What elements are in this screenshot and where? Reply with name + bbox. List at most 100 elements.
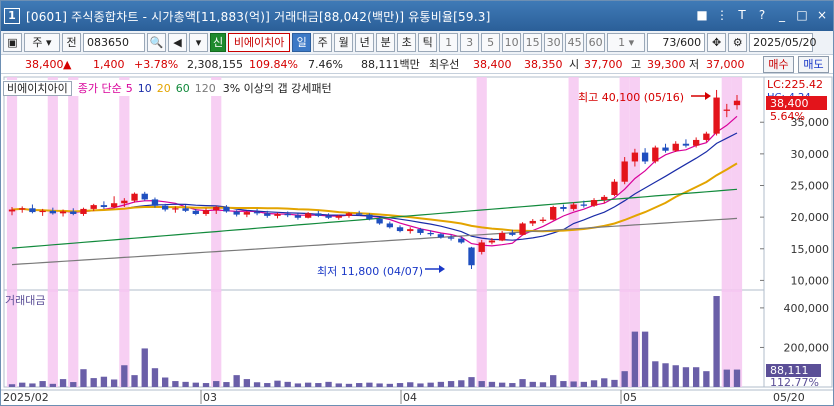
candle-body — [723, 109, 730, 111]
volume-bar — [723, 369, 730, 387]
minimize-icon[interactable]: _ — [779, 8, 785, 22]
trade-amount: 88,111백만 — [361, 58, 420, 71]
count-field[interactable]: 73/600 — [647, 33, 706, 52]
minute-option-15[interactable]: 15 — [523, 33, 543, 52]
interval-week[interactable]: 주 — [313, 33, 333, 52]
interval-minute[interactable]: 분 — [376, 33, 396, 52]
volume-bar — [243, 379, 251, 387]
volume-bar — [151, 368, 159, 387]
candle-body — [498, 232, 506, 241]
buy-button[interactable]: 매수 — [763, 56, 794, 73]
maximize-icon[interactable]: □ — [796, 8, 808, 22]
volume-value: 2,308,155 — [187, 57, 243, 71]
pointer-icon[interactable]: ✥ — [707, 33, 727, 52]
period-select[interactable]: 주 ▾ — [24, 33, 60, 52]
count-value: 73 — [662, 36, 677, 49]
volume-bar — [447, 381, 455, 387]
legend-ma-label: 종가 단순 — [77, 82, 122, 95]
volume-legend: 거래대금 — [5, 294, 46, 307]
candle-body — [396, 227, 404, 232]
gap-pattern-band — [119, 77, 130, 292]
minute-option-10[interactable]: 10 — [502, 33, 522, 52]
y-axis-pane — [763, 76, 833, 388]
interval-year[interactable]: 년 — [355, 33, 375, 52]
legend-ma-5: 5 — [125, 81, 133, 95]
sell-button[interactable]: 매도 — [798, 56, 829, 73]
volume-bar — [49, 383, 57, 387]
interval-second[interactable]: 초 — [397, 33, 417, 52]
volume-pane — [3, 289, 765, 388]
interval-month[interactable]: 월 — [334, 33, 354, 52]
price-chart[interactable]: 35,000 30,000 25,000 20,000 15,000 10,000 400,… — [1, 75, 833, 406]
candle-body — [80, 208, 87, 214]
chart-type-icon[interactable]: ▣ — [3, 33, 22, 52]
search-icon[interactable]: 🔍 — [147, 33, 166, 52]
candle-body — [345, 213, 353, 216]
volume-bar — [427, 382, 434, 387]
dropdown-icon[interactable]: ▾ — [189, 33, 208, 52]
candle-body — [202, 210, 210, 214]
date-field[interactable]: 2025/05/20 — [749, 33, 817, 52]
help-icon[interactable]: ? — [758, 8, 766, 22]
legend-stock-name[interactable]: 비에이치아이 — [3, 80, 72, 96]
volume-bar — [407, 382, 414, 387]
gap-pattern-band — [476, 290, 487, 387]
candle-body — [284, 213, 291, 216]
all-button[interactable]: 전 — [62, 33, 81, 52]
volume-bar — [437, 381, 445, 387]
candle-body — [213, 207, 220, 211]
ma-line-60 — [11, 188, 738, 249]
candle-body — [29, 208, 36, 213]
candle-body — [39, 210, 46, 213]
sin-badge[interactable]: 신 — [210, 33, 227, 52]
candle-body — [335, 215, 342, 218]
volume-bar — [580, 381, 587, 387]
speaker-icon[interactable]: ◀ — [168, 33, 187, 52]
candle-body — [509, 232, 516, 235]
count-total: /600 — [676, 36, 702, 49]
lc-label: LC:225.42 — [767, 78, 823, 91]
custom-interval-select[interactable]: 1 ▾ — [607, 33, 646, 52]
minute-option-3[interactable]: 3 — [460, 33, 480, 52]
volume-bar — [386, 383, 393, 387]
stock-code-input[interactable]: 083650 — [83, 33, 145, 52]
period-value: 주 — [32, 36, 43, 49]
candle-body — [733, 100, 741, 106]
candle-body — [417, 229, 424, 233]
minute-option-45[interactable]: 45 — [565, 33, 585, 52]
volume-bar — [539, 382, 547, 387]
volume-bar — [570, 381, 577, 387]
volume-bar — [376, 383, 383, 387]
gap-pattern-band — [47, 77, 58, 292]
settings-icon[interactable]: ⚙ — [728, 33, 748, 52]
text-icon[interactable]: T — [738, 8, 746, 22]
minute-option-60[interactable]: 60 — [586, 33, 606, 52]
volume-bar — [325, 381, 332, 387]
volume-bar — [631, 331, 639, 387]
volume-bar — [560, 381, 567, 387]
interval-day[interactable]: 일 — [292, 33, 312, 52]
candle-body — [131, 193, 138, 201]
legend-gap-pattern: 3% 이상의 갭 강세패턴 — [222, 82, 332, 95]
best-quote-label: 최우선 — [429, 58, 460, 71]
menu-icon[interactable]: ⋮ — [716, 8, 728, 22]
legend-ma-10: 10 — [137, 81, 152, 95]
minute-option-1[interactable]: 1 — [439, 33, 459, 52]
minute-option-5[interactable]: 5 — [481, 33, 501, 52]
interval-tick[interactable]: 틱 — [418, 33, 438, 52]
open-label: 시 — [569, 58, 580, 71]
high-price: 39,300 — [647, 57, 686, 71]
candle-body — [304, 213, 312, 218]
close-icon[interactable]: × — [816, 8, 828, 22]
stop-icon[interactable]: ■ — [696, 8, 708, 22]
gap-pattern-band — [211, 290, 222, 387]
volume-bar — [162, 377, 169, 387]
minute-option-30[interactable]: 30 — [544, 33, 564, 52]
stock-name-field[interactable]: 비에이치아 — [228, 33, 291, 52]
candle-body — [59, 211, 67, 214]
volume-bar — [356, 383, 363, 387]
price-tag-value: 38,400 — [770, 97, 809, 110]
gap-pattern-band — [619, 77, 630, 292]
volume-bar — [121, 365, 128, 387]
window-number-badge[interactable]: 1 — [4, 8, 20, 24]
